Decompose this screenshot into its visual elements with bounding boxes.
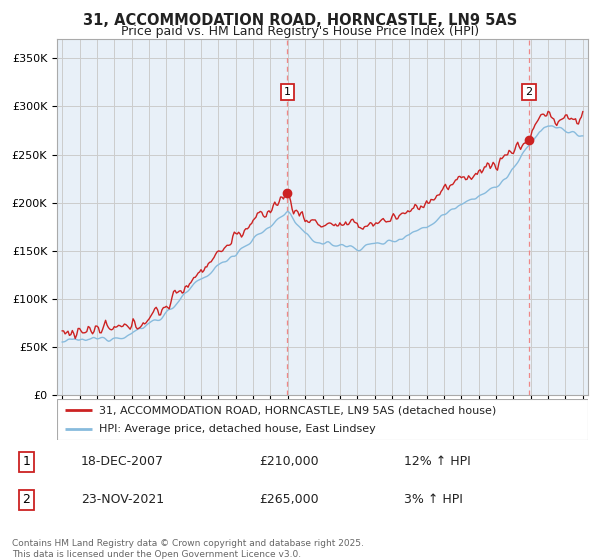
- Text: HPI: Average price, detached house, East Lindsey: HPI: Average price, detached house, East…: [100, 424, 376, 433]
- Text: Contains HM Land Registry data © Crown copyright and database right 2025.
This d: Contains HM Land Registry data © Crown c…: [12, 539, 364, 559]
- Text: 1: 1: [22, 455, 31, 469]
- Text: 31, ACCOMMODATION ROAD, HORNCASTLE, LN9 5AS (detached house): 31, ACCOMMODATION ROAD, HORNCASTLE, LN9 …: [100, 405, 497, 415]
- Text: 31, ACCOMMODATION ROAD, HORNCASTLE, LN9 5AS: 31, ACCOMMODATION ROAD, HORNCASTLE, LN9 …: [83, 13, 517, 28]
- Text: 18-DEC-2007: 18-DEC-2007: [81, 455, 164, 469]
- Text: 12% ↑ HPI: 12% ↑ HPI: [404, 455, 470, 469]
- Text: Price paid vs. HM Land Registry's House Price Index (HPI): Price paid vs. HM Land Registry's House …: [121, 25, 479, 38]
- Text: 23-NOV-2021: 23-NOV-2021: [81, 493, 164, 506]
- Text: £265,000: £265,000: [260, 493, 319, 506]
- Text: 2: 2: [526, 87, 533, 97]
- Text: 1: 1: [284, 87, 291, 97]
- Text: 3% ↑ HPI: 3% ↑ HPI: [404, 493, 463, 506]
- Text: £210,000: £210,000: [260, 455, 319, 469]
- Text: 2: 2: [22, 493, 31, 506]
